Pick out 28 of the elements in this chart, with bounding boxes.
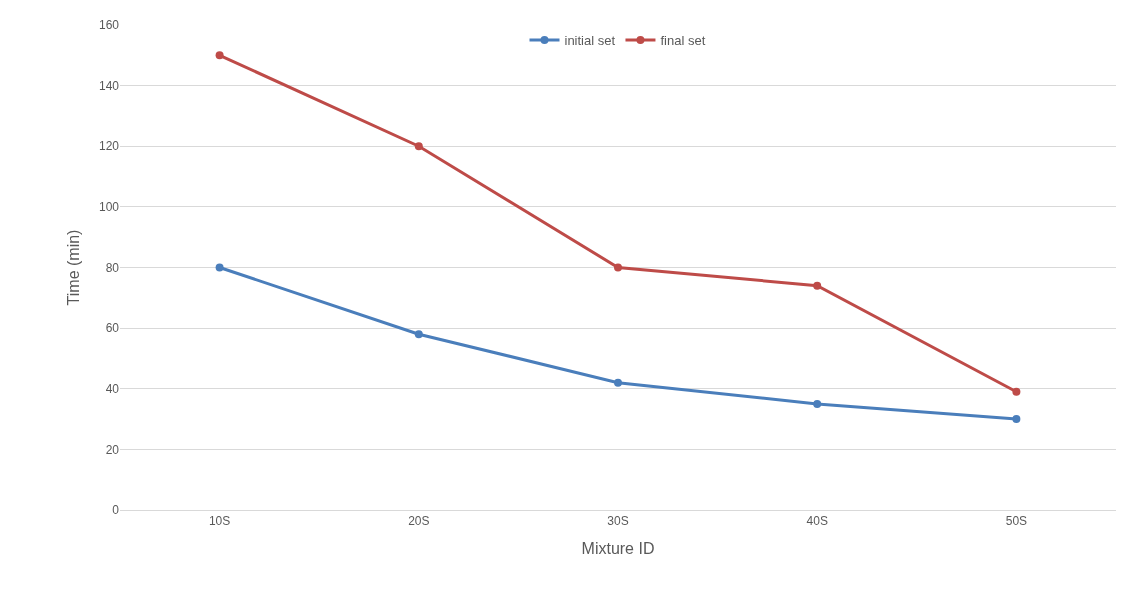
point	[215, 263, 224, 272]
point	[614, 378, 622, 387]
point	[813, 399, 822, 408]
point	[1012, 387, 1021, 396]
y-axis-title: Time (min)	[64, 229, 82, 306]
point	[1012, 415, 1021, 424]
point	[414, 330, 423, 339]
y-tick-label: 60	[105, 321, 120, 336]
x-tick-label: 10S	[208, 514, 231, 529]
x-tick-label: 20S	[408, 514, 430, 529]
legend-label: final set	[660, 33, 706, 49]
point	[414, 142, 423, 151]
point	[614, 263, 622, 272]
x-axis-title: Mixture ID	[581, 540, 655, 558]
y-tick-label: 80	[105, 260, 120, 275]
point	[813, 281, 822, 290]
legend-label: initial set	[564, 33, 616, 49]
x-tick-label: 40S	[806, 514, 828, 529]
x-tick-label: 50S	[1005, 514, 1028, 529]
y-tick-label: 100	[98, 200, 120, 215]
y-tick-label: 160	[98, 18, 120, 33]
y-tick-label: 120	[98, 139, 120, 154]
point	[215, 51, 224, 60]
y-tick-label: 20	[105, 442, 120, 457]
y-tick-label: 40	[105, 381, 120, 396]
x-tick-label: 30S	[607, 514, 629, 529]
y-tick-label: 140	[98, 78, 120, 93]
y-tick-label: 0	[112, 503, 120, 518]
